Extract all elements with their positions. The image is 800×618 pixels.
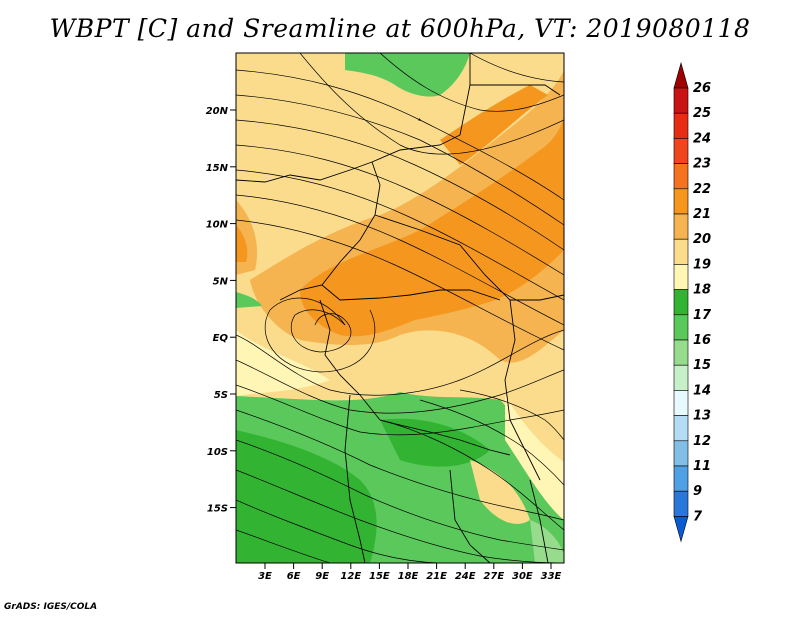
lon-label: 15E: [369, 571, 390, 582]
colorbar-label: 19: [693, 257, 711, 272]
colorbar-label: 22: [693, 182, 711, 197]
lat-label: 10N: [206, 220, 229, 231]
colorbar-label: 18: [693, 283, 711, 298]
colorbar-segment: [673, 188, 689, 215]
lon-label: 24E: [455, 571, 476, 582]
colorbar-label: 17: [693, 308, 712, 323]
colorbar-label: 20: [693, 232, 711, 247]
colorbar-label: 24: [693, 131, 711, 146]
latitude-axis: 20N 15N 10N 5N EQ 5S 10S 15S: [206, 106, 236, 515]
colorbar-segment: [673, 238, 689, 265]
colorbar-segment: [673, 440, 689, 467]
lon-label: 27E: [483, 571, 504, 582]
longitude-axis: 3E 6E 9E 12E 15E 18E 21E 24E 27E 30E 33E: [258, 563, 562, 582]
colorbar-segment: [673, 289, 689, 316]
lat-label: 20N: [206, 106, 229, 117]
colorbar-label: 12: [693, 434, 711, 449]
colorbar-bottom-triangle: [673, 516, 689, 543]
colorbar-label: 7: [693, 509, 703, 524]
lon-label: 9E: [315, 571, 329, 582]
lat-label: 15S: [207, 504, 228, 515]
colorbar-label: 26: [693, 81, 711, 96]
lat-label: 15N: [206, 163, 229, 174]
lat-label: 10S: [207, 447, 228, 458]
colorbar-segment: [673, 390, 689, 416]
lat-label: 5N: [213, 276, 229, 287]
colorbar-segment: [673, 415, 689, 442]
grads-credit: GrADS: IGES/COLA: [4, 602, 98, 612]
colorbar-segment: [673, 465, 689, 492]
colorbar-segment: [673, 213, 689, 240]
colorbar-segment: [673, 264, 689, 290]
colorbar-label: 15: [693, 358, 711, 373]
colorbar-segment: [673, 490, 689, 517]
colorbar-label: 23: [693, 157, 711, 172]
lon-label: 12E: [340, 571, 361, 582]
lat-label: EQ: [213, 333, 229, 344]
colorbar-label: 16: [693, 333, 711, 348]
lon-label: 30E: [512, 571, 533, 582]
colorbar-label: 25: [693, 106, 711, 121]
lat-label: 5S: [214, 390, 228, 401]
colorbar-segment: [673, 364, 689, 391]
lon-label: 21E: [426, 571, 447, 582]
colorbar-segment: [673, 87, 689, 114]
colorbar: 26 25 24 23 22 21 20 19 18 17 16 15 14 13 12 11 9 7: [673, 61, 712, 543]
colorbar-label: 11: [693, 459, 711, 474]
map-title: WBPT [C] and Sreamline at 600hPa, VT: 20…: [49, 14, 751, 43]
lon-label: 3E: [258, 571, 272, 582]
colorbar-segment: [673, 163, 689, 190]
map-frame: [235, 52, 565, 564]
colorbar-label: 21: [693, 207, 711, 222]
lon-label: 18E: [398, 571, 419, 582]
colorbar-segment: [673, 138, 689, 164]
colorbar-segment: [673, 314, 689, 341]
colorbar-top-triangle: [673, 61, 689, 89]
country-borders: [236, 53, 564, 563]
colorbar-segment: [673, 112, 689, 139]
lon-label: 6E: [287, 571, 301, 582]
colorbar-segment: [673, 339, 689, 366]
colorbar-label: 9: [693, 484, 702, 499]
lon-label: 33E: [541, 571, 562, 582]
colorbar-label: 14: [693, 383, 711, 398]
colorbar-label: 13: [693, 409, 711, 424]
wbpt-field: [236, 53, 564, 563]
